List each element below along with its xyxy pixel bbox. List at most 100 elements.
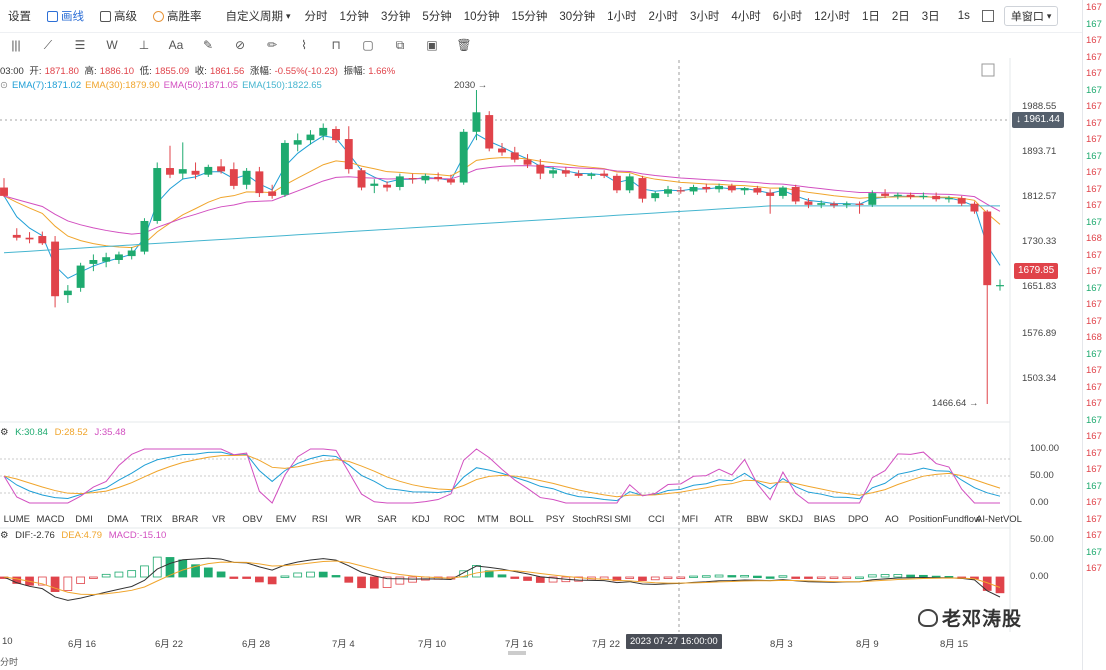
custom-period-dropdown[interactable]: 自定义周期 ▾: [218, 8, 299, 24]
fib-icon[interactable]: ⊥: [138, 38, 150, 52]
candle-body: [753, 188, 762, 193]
copy-icon[interactable]: ⧉: [395, 37, 405, 52]
period-tab[interactable]: 12小时: [814, 11, 850, 23]
indicator-tab[interactable]: DMI: [75, 513, 93, 525]
indicator-tab[interactable]: EMV: [275, 513, 297, 525]
candle-body: [612, 175, 621, 191]
toolbar-settings-button[interactable]: 设置: [0, 8, 39, 24]
scroll-handle[interactable]: [508, 651, 526, 655]
period-tab[interactable]: 2日: [891, 11, 910, 23]
indicator-tab[interactable]: SKDJ: [778, 513, 804, 525]
fullscreen-icon[interactable]: [981, 63, 995, 77]
indicator-tab[interactable]: BRAR: [171, 513, 199, 525]
period-tab[interactable]: 30分钟: [559, 11, 596, 23]
period-tab[interactable]: 3分钟: [380, 11, 411, 23]
period-tab[interactable]: 1日: [861, 11, 880, 23]
chart-icon: [100, 10, 111, 22]
indicator-tab[interactable]: BIAS: [813, 513, 836, 525]
brush-icon[interactable]: ✎: [202, 38, 214, 52]
period-tab[interactable]: 1小时: [607, 11, 637, 23]
wave-icon[interactable]: W: [106, 38, 118, 52]
indicator-tab[interactable]: Fundflow: [942, 513, 981, 525]
period-tab[interactable]: 3小时: [689, 11, 720, 23]
indicator-tab[interactable]: BOLL: [509, 513, 534, 525]
expand-icon[interactable]: [981, 10, 994, 22]
lock-icon[interactable]: ▢: [362, 38, 374, 52]
period-tab[interactable]: 1分钟: [339, 11, 369, 23]
indicator-tab[interactable]: DPO: [847, 513, 869, 525]
candle-body: [804, 201, 813, 205]
price-info: 03:00 开: 1871.80 高: 1886.10 低: 1855.09 收: 18…: [0, 66, 396, 77]
indicator-tab[interactable]: CCI: [648, 513, 665, 525]
period-tab[interactable]: 15分钟: [511, 11, 548, 23]
text-icon[interactable]: Aa: [168, 38, 184, 52]
window-select[interactable]: 单窗口 ▾: [1003, 6, 1059, 26]
macd-histogram-bar: [791, 576, 801, 579]
period-tab[interactable]: 2小时: [648, 11, 678, 23]
candle-body: [498, 148, 506, 153]
indicator-tab[interactable]: PSY: [545, 513, 565, 525]
period-tab[interactable]: 10分钟: [463, 11, 500, 23]
toolbar-draw-button[interactable]: 画线: [39, 8, 92, 24]
kdj-axis-label: 50.00: [1030, 470, 1054, 481]
period-1s-button[interactable]: 1s: [957, 10, 970, 22]
trash-icon[interactable]: 🗑: [456, 38, 472, 52]
indicator-tab[interactable]: SAR: [377, 513, 397, 525]
settings-icon[interactable]: ⚙: [0, 427, 9, 438]
indicator-tab[interactable]: KDJ: [411, 513, 430, 525]
macd-histogram-bar: [178, 559, 188, 578]
macd-histogram-bar: [650, 576, 660, 581]
indicator-tab[interactable]: ROC: [443, 513, 465, 525]
period-tab[interactable]: 3日: [921, 11, 940, 23]
right-strip-value: 167: [1086, 134, 1102, 145]
eye-icon[interactable]: ⊙: [0, 80, 8, 91]
indicator-tab[interactable]: DMA: [107, 513, 129, 525]
macd-histogram-bar: [395, 576, 405, 585]
macd-histogram-bar: [140, 565, 149, 578]
toolbar-advanced-button[interactable]: 高级: [92, 8, 145, 24]
macd-legend: ⚙ DIF:-2.76 DEA:4.79 MACD:-15.10: [0, 530, 167, 541]
right-strip-value: 167: [1086, 398, 1102, 409]
chart-canvas[interactable]: [0, 0, 1082, 670]
indicator-tab[interactable]: AO: [885, 513, 899, 525]
layers-icon[interactable]: ▣: [426, 38, 438, 52]
candle-body: [919, 195, 928, 198]
toolbar-label: 高胜率: [167, 11, 202, 23]
right-strip-value: 167: [1086, 51, 1102, 63]
indicator-tab[interactable]: MFI: [681, 513, 699, 525]
magnet-icon[interactable]: ⊓: [331, 38, 341, 52]
period-tab[interactable]: 6小时: [772, 11, 803, 23]
indicator-tab[interactable]: WR: [345, 513, 362, 525]
pen-icon: [47, 10, 58, 22]
indicator-tab[interactable]: StochRSI: [572, 513, 613, 525]
indicator-tab[interactable]: SMI: [614, 513, 632, 525]
ruler-icon[interactable]: ⌇: [301, 38, 307, 52]
toolbar-winrate-button[interactable]: 高胜率: [145, 8, 210, 24]
indicator-tab[interactable]: RSI: [311, 513, 328, 525]
indicator-tab[interactable]: TRIX: [140, 513, 163, 525]
macd-histogram-bar: [510, 576, 520, 579]
macd-histogram-bar: [101, 573, 111, 578]
period-tab[interactable]: 5分钟: [422, 11, 452, 23]
trendline-icon[interactable]: ⟋: [43, 37, 53, 52]
indicator-tab[interactable]: MACD: [36, 513, 65, 525]
settings-icon[interactable]: ⚙: [0, 530, 9, 541]
horizontal-lines-icon[interactable]: ☰: [74, 38, 86, 52]
indicator-tab[interactable]: BBW: [746, 513, 769, 525]
eraser-icon[interactable]: ⊘: [234, 38, 246, 52]
indicator-tab[interactable]: ATR: [714, 513, 733, 525]
indicator-tab[interactable]: OBV: [242, 513, 263, 525]
candle-body: [344, 139, 353, 170]
period-tab[interactable]: 4小时: [731, 11, 761, 23]
indicator-tab[interactable]: MTM: [477, 513, 499, 525]
vertical-lines-icon[interactable]: |||: [11, 38, 21, 52]
indicator-tab[interactable]: LUME: [3, 513, 31, 525]
indicator-tab[interactable]: VR: [212, 513, 226, 525]
right-strip-value: 167: [1086, 497, 1102, 508]
indicator-tab[interactable]: AI-NetVOL: [976, 513, 1022, 525]
candle-body: [791, 186, 800, 202]
candle-body: [153, 168, 162, 221]
pencil-icon[interactable]: ✏: [266, 38, 278, 52]
indicator-tab[interactable]: Position: [908, 513, 943, 525]
period-tab[interactable]: 分时: [304, 11, 328, 23]
